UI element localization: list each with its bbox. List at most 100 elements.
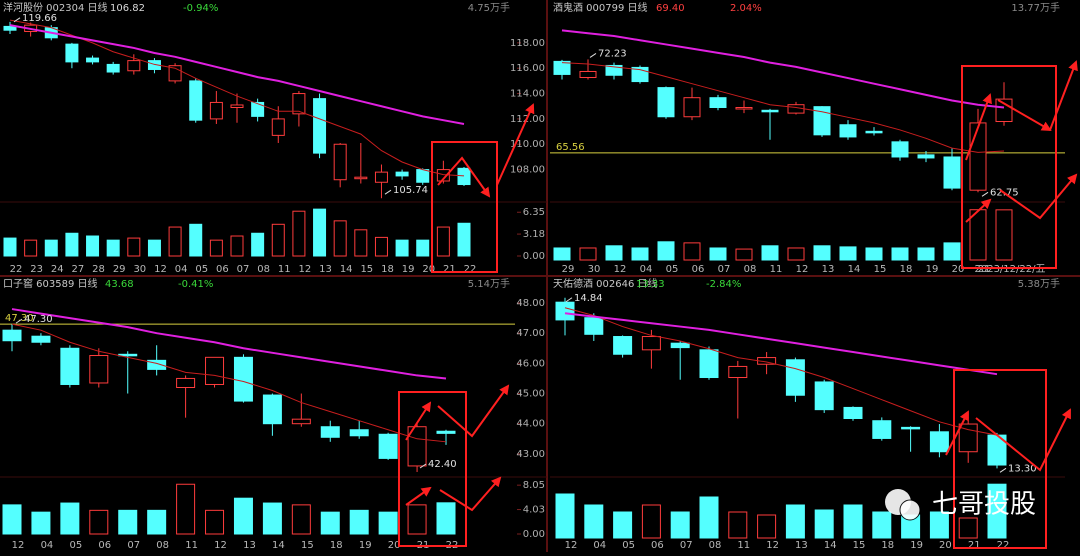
candle-body xyxy=(436,430,456,434)
volume-bar xyxy=(2,504,22,535)
candle-body xyxy=(407,426,427,467)
y-tick-label: 118.00 xyxy=(510,38,545,49)
annotation-pointer xyxy=(565,297,573,303)
candle-body xyxy=(613,336,633,355)
volume-bar xyxy=(262,502,282,535)
volume-tick-label: 4.03 xyxy=(523,505,545,516)
volume-bar xyxy=(233,497,253,535)
moving-average xyxy=(561,62,1005,153)
candle-body xyxy=(86,57,100,63)
candle-body xyxy=(333,143,347,181)
x-tick-label: 21 xyxy=(968,540,981,551)
price: 106.82 xyxy=(110,3,145,14)
volume-bar xyxy=(631,247,649,261)
volume-bar xyxy=(3,237,17,257)
volume-bar xyxy=(65,232,79,257)
candle-body xyxy=(843,406,863,420)
candle-body xyxy=(354,176,368,180)
charts: 洋河股份 002304 日线 106.82 -0.94% 4.75万手 108.00 11… xyxy=(0,1,1065,551)
candle-body xyxy=(233,356,253,402)
volume-bar xyxy=(943,242,961,261)
volume-bar xyxy=(813,245,831,261)
volume-bar xyxy=(333,220,347,257)
x-tick-label: 22 xyxy=(997,540,1010,551)
moving-average xyxy=(11,308,447,380)
candle-body xyxy=(2,329,22,342)
candlestick-chart: 酒鬼酒 000799 日线 69.40 2.04% 13.77万手 65.56 29 30 1… xyxy=(550,1,1065,275)
volume-bar xyxy=(205,509,225,535)
volume-bar xyxy=(86,235,100,257)
volume-bar xyxy=(44,239,58,257)
stock-name: 天佑德酒 002646 日线 xyxy=(553,277,658,290)
candle-body xyxy=(416,169,430,183)
x-tick-label: 04 xyxy=(593,540,606,551)
volume-bar xyxy=(670,511,690,539)
y-tick-label: 46.00 xyxy=(516,358,545,369)
x-tick-label: 07 xyxy=(718,264,731,275)
annotation-marks xyxy=(398,60,1078,549)
x-tick-label: 20 xyxy=(952,264,965,275)
candle-body xyxy=(230,104,244,108)
volume-bar xyxy=(271,223,285,257)
volume-bar xyxy=(757,514,777,539)
volume-bar xyxy=(761,245,779,261)
candle-body xyxy=(3,25,17,31)
reference-label: 65.56 xyxy=(556,142,585,153)
candle-body xyxy=(106,63,120,73)
volume-bar xyxy=(168,226,182,257)
x-tick-label: 28 xyxy=(92,264,105,275)
volume-bar xyxy=(787,247,805,261)
volume-bar xyxy=(584,504,604,539)
volume-bar xyxy=(958,517,978,539)
candle-body xyxy=(929,431,949,453)
volume-bar xyxy=(987,483,1007,539)
arrow xyxy=(437,384,510,438)
x-tick-label: 30 xyxy=(588,264,601,275)
x-tick-label: 08 xyxy=(156,540,169,551)
volume-bar xyxy=(613,511,633,539)
moving-average xyxy=(11,323,447,443)
candle-body xyxy=(901,426,921,430)
candle-body xyxy=(969,122,987,191)
x-tick-label: 18 xyxy=(881,540,894,551)
volume-bar xyxy=(127,237,141,257)
stock-name: 酒鬼酒 000799 日线 xyxy=(553,1,648,14)
annotation-pointer xyxy=(13,17,21,23)
arrow xyxy=(965,198,992,223)
x-tick-label: 12 xyxy=(299,264,312,275)
arrow xyxy=(1049,60,1078,131)
candle-body xyxy=(205,356,225,385)
x-tick-label: 04 xyxy=(175,264,188,275)
volume-bar xyxy=(839,246,857,261)
volume-bar xyxy=(147,509,167,535)
x-tick-label: 15 xyxy=(301,540,314,551)
x-tick-label: 2023/12/22/五 xyxy=(974,264,1045,275)
candle-body xyxy=(65,43,79,63)
y-tick-label: 114.00 xyxy=(510,89,545,100)
x-tick-label: 20 xyxy=(939,540,952,551)
candle-body xyxy=(917,154,935,159)
arrow xyxy=(437,156,491,198)
volume-bar xyxy=(349,509,369,535)
candle-body xyxy=(378,433,398,459)
volume-bar xyxy=(106,239,120,257)
price: 43.68 xyxy=(105,279,134,290)
x-tick-label: 12 xyxy=(154,264,167,275)
arrow xyxy=(496,103,535,186)
highlight-box xyxy=(398,391,467,547)
highlight-box xyxy=(431,141,498,273)
x-tick-label: 11 xyxy=(185,540,198,551)
annotation-pointer xyxy=(419,463,427,469)
volume-bar xyxy=(407,504,427,535)
volume-bar xyxy=(354,229,368,257)
candle-body xyxy=(605,64,623,76)
candle-body xyxy=(761,109,779,113)
y-tick-label: 48.00 xyxy=(516,298,545,309)
arrow xyxy=(405,486,432,506)
x-tick-label: 20 xyxy=(422,264,435,275)
x-tick-label: 11 xyxy=(737,540,750,551)
volume-bar xyxy=(699,496,719,539)
y-tick-label: 108.00 xyxy=(510,165,545,176)
candle-body xyxy=(313,98,327,154)
